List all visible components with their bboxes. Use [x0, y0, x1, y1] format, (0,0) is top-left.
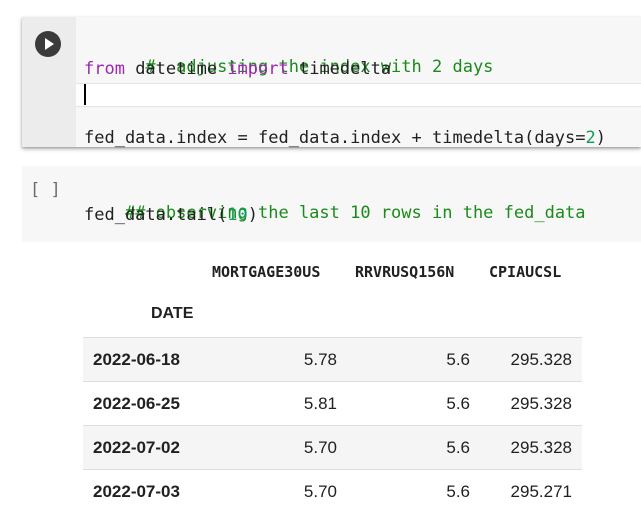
cell-mortgage30us: 5.70 [303, 438, 337, 457]
module-name: datetime [124, 59, 228, 79]
cell-cpiaucsl: 295.271 [510, 482, 572, 501]
imported-name: timedelta [288, 59, 392, 79]
code-cell-2[interactable]: [ ] ## observing the last 10 rows in the… [22, 166, 641, 242]
code-text: fed_data.index = fed_data.index + timede… [84, 128, 586, 148]
row-index-date: 2022-06-25 [93, 394, 180, 413]
code-cell-1[interactable]: # adjusting the index with 2 days from d… [22, 17, 641, 150]
index-name-header: DATE [151, 305, 194, 322]
table-row: 2022-06-25 5.81 5.6 295.328 [83, 381, 582, 425]
column-header-mortgage30us: MORTGAGE30US [212, 263, 321, 281]
execution-count[interactable]: [ ] [30, 180, 61, 200]
cell-mortgage30us: 5.81 [303, 394, 337, 413]
column-header-rrvrusq156n: RRVRUSQ156N [355, 263, 455, 281]
table-row: 2022-07-02 5.70 5.6 295.328 [83, 425, 582, 469]
table-body: 2022-06-18 5.78 5.6 295.328 2022-06-25 5… [83, 337, 582, 513]
run-cell-button[interactable] [35, 31, 61, 57]
code-text: ) [595, 128, 607, 148]
cell-rrvrusq156n: 5.6 [446, 438, 470, 457]
cell-rrvrusq156n: 5.6 [446, 350, 470, 369]
code-line-1: ## observing the last 10 rows in the fed… [84, 177, 586, 249]
code-comment: # adjusting the index with 2 days [145, 57, 494, 77]
code-text: ) [247, 205, 259, 225]
code-comment: ## observing the last 10 rows in the fed… [124, 203, 586, 223]
table-row: 2022-06-18 5.78 5.6 295.328 [83, 337, 582, 381]
cell-mortgage30us: 5.78 [303, 350, 337, 369]
cell-cpiaucsl: 295.328 [510, 394, 572, 413]
column-header-cpiaucsl: CPIAUCSL [489, 263, 562, 281]
code-line-4: fed_data.index = fed_data.index + timede… [84, 126, 606, 150]
cell-gutter [22, 17, 76, 147]
row-index-date: 2022-06-18 [93, 350, 180, 369]
text-caret [84, 84, 86, 105]
code-line-1: # adjusting the index with 2 days [84, 31, 493, 103]
code-text: fed_data.tail( [84, 205, 228, 225]
cell-rrvrusq156n: 5.6 [446, 482, 470, 501]
cell-cpiaucsl: 295.328 [510, 350, 572, 369]
table-row: 2022-07-03 5.70 5.6 295.271 [83, 469, 582, 513]
keyword-import: import [227, 59, 289, 79]
current-line-highlight [76, 83, 641, 107]
code-line-2: fed_data.tail(10) [84, 203, 258, 227]
code-editor[interactable]: # adjusting the index with 2 days from d… [76, 17, 641, 150]
code-line-2: from datetime import timedelta [84, 57, 391, 81]
cell-rrvrusq156n: 5.6 [446, 394, 470, 413]
cell-cpiaucsl: 295.328 [510, 438, 572, 457]
cell-mortgage30us: 5.70 [303, 482, 337, 501]
keyword-from: from [84, 59, 125, 79]
row-index-date: 2022-07-02 [93, 438, 180, 457]
row-index-date: 2022-07-03 [93, 482, 180, 501]
code-number: 10 [227, 205, 248, 225]
code-number: 2 [585, 128, 596, 148]
